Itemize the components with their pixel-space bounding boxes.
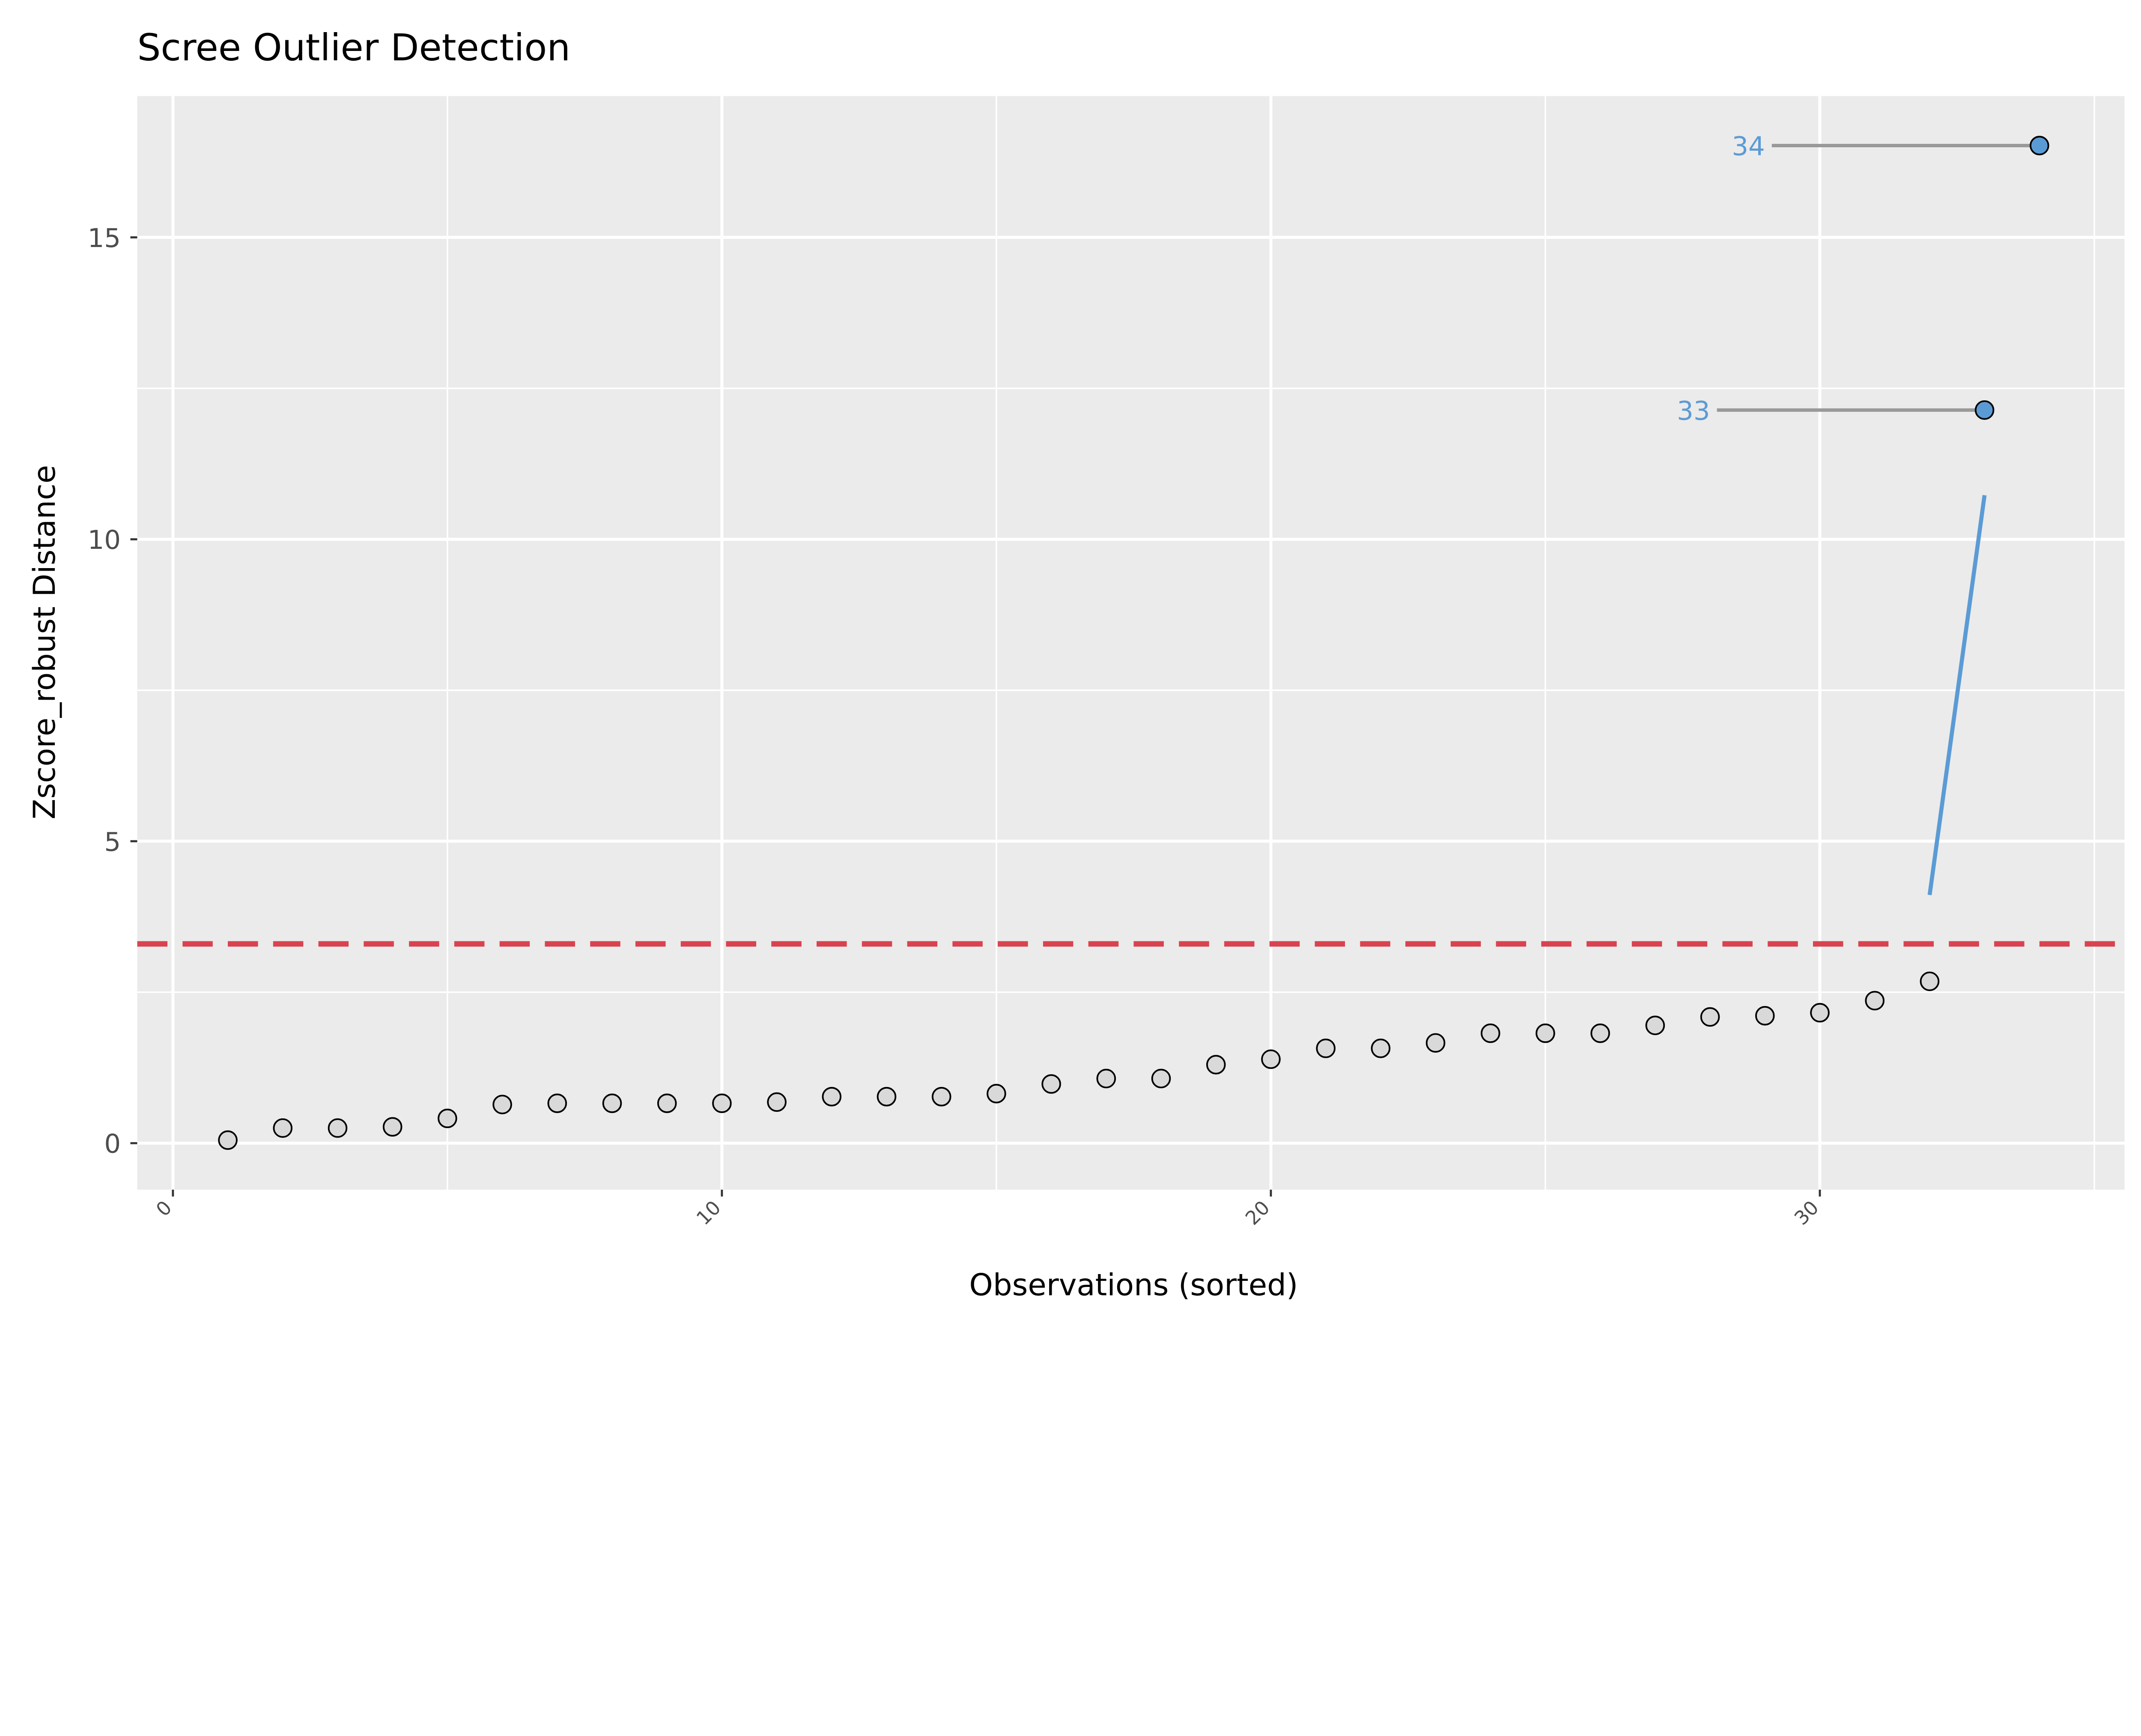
data-point: [1096, 1069, 1116, 1089]
outlier-point: [2030, 136, 2049, 155]
x-axis-label: Observations (sorted): [969, 1268, 1298, 1303]
outlier-label: 33: [1677, 396, 1710, 426]
data-point: [1425, 1033, 1446, 1053]
data-point: [547, 1093, 567, 1113]
scree-chart: Scree Outlier Detection 0 10 20 30 0 5 10 15 33…: [27, 27, 2125, 1303]
x-tick-label: 30: [1790, 1196, 1823, 1230]
data-point: [822, 1087, 842, 1107]
data-point: [1590, 1023, 1610, 1043]
data-point: [1481, 1023, 1500, 1043]
data-point: [1645, 1015, 1665, 1035]
data-point: [987, 1084, 1006, 1104]
data-point: [602, 1093, 622, 1113]
data-point: [1041, 1074, 1061, 1094]
data-marks: 33 34: [137, 131, 2125, 1150]
data-point: [877, 1087, 897, 1107]
outlier-point: [1974, 400, 1995, 420]
y-axis-label: Zscore_robust Distance: [27, 465, 62, 819]
data-point: [1316, 1039, 1336, 1058]
data-point: [1371, 1039, 1391, 1058]
data-point: [382, 1117, 403, 1137]
data-point: [328, 1118, 348, 1138]
elbow-line: [1927, 495, 1987, 896]
x-tick-label: 0: [152, 1196, 176, 1221]
y-tick-label: 0: [104, 1129, 121, 1159]
y-tick-label: 15: [88, 223, 121, 253]
data-point: [767, 1092, 787, 1112]
y-tick-label: 5: [104, 827, 121, 857]
data-point: [1536, 1023, 1555, 1043]
data-point: [931, 1087, 951, 1107]
data-point: [1206, 1055, 1226, 1075]
grid-lines: [137, 96, 2125, 1190]
data-point: [1810, 1003, 1830, 1023]
y-tick-label: 10: [88, 525, 121, 555]
data-point: [1920, 971, 1940, 991]
x-tick-label: 20: [1241, 1196, 1274, 1230]
data-point: [438, 1108, 457, 1129]
data-point: [218, 1130, 238, 1150]
data-point: [712, 1093, 732, 1113]
data-point: [273, 1118, 293, 1138]
data-point: [1151, 1069, 1171, 1089]
plot-panel: [137, 96, 2125, 1190]
data-point: [1261, 1049, 1281, 1069]
outlier-label: 34: [1732, 131, 1765, 161]
data-point: [1755, 1006, 1775, 1026]
chart-title: Scree Outlier Detection: [137, 27, 571, 69]
data-point: [657, 1093, 677, 1113]
data-point: [1865, 991, 1885, 1011]
data-point: [492, 1095, 512, 1114]
x-tick-label: 10: [692, 1196, 725, 1230]
data-point: [1700, 1007, 1720, 1027]
